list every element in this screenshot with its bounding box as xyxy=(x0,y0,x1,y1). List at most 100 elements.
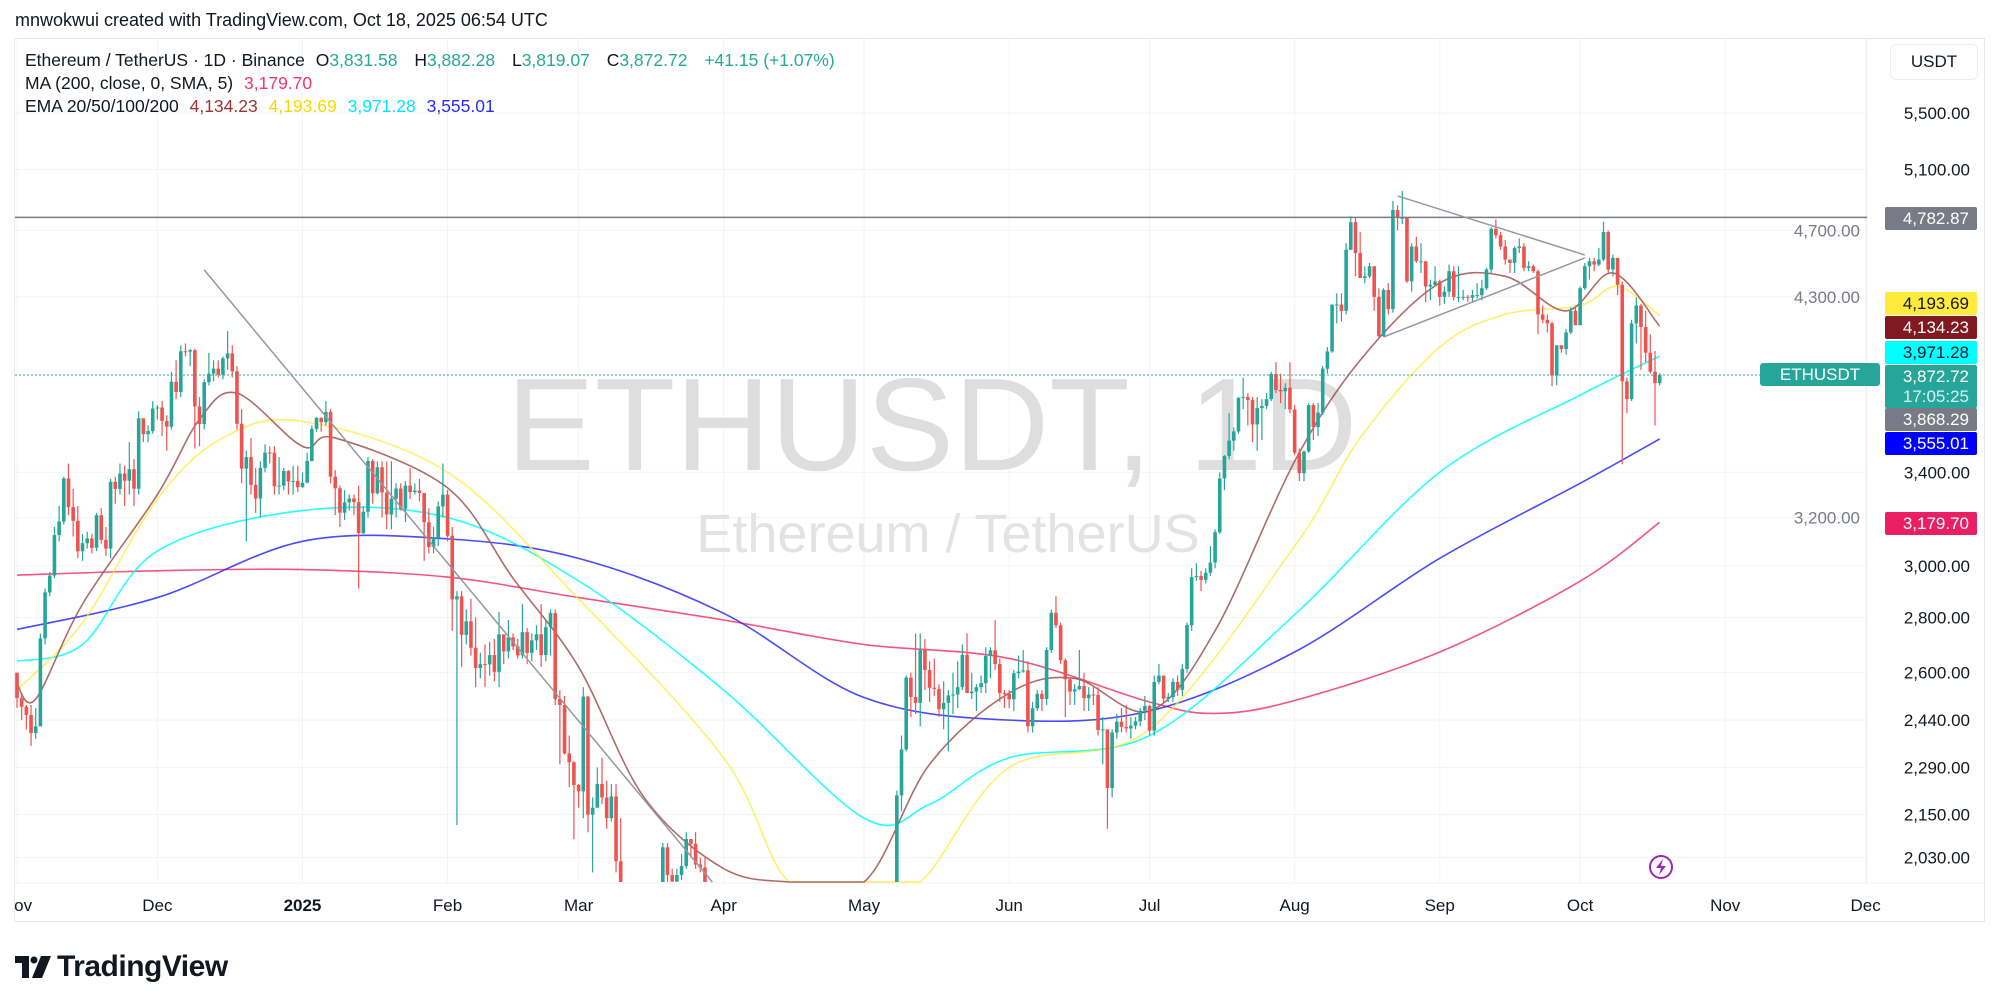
candle-body xyxy=(207,373,211,383)
candle xyxy=(1437,279,1442,306)
candle xyxy=(291,465,295,495)
candle xyxy=(1526,261,1531,272)
candle xyxy=(1185,622,1189,673)
candle xyxy=(1597,248,1601,267)
candle-body xyxy=(904,677,908,750)
legend-ma-row[interactable]: MA (200, close, 0, SMA, 5) 3,179.70 xyxy=(25,73,318,94)
candle xyxy=(539,604,543,667)
candle xyxy=(1110,729,1114,798)
candle-body xyxy=(305,460,309,483)
candle-body xyxy=(544,627,548,656)
candle-body xyxy=(1400,217,1405,219)
symbol-price-line-label: ETHUSDT xyxy=(1760,363,1880,386)
candle-body xyxy=(1161,675,1166,699)
candle-body xyxy=(455,596,459,600)
candle xyxy=(1138,707,1142,727)
candle-body xyxy=(398,488,403,509)
candle xyxy=(1330,303,1334,353)
candle xyxy=(899,735,904,812)
candle xyxy=(548,609,553,656)
legend-ma-label: MA (200, close, 0, SMA, 5) xyxy=(25,73,234,93)
candle-body xyxy=(1152,681,1157,731)
candle-body xyxy=(356,502,361,534)
candle xyxy=(380,461,384,518)
candle xyxy=(1213,529,1217,569)
alert-lightning-icon[interactable] xyxy=(1649,855,1673,879)
candle xyxy=(431,526,436,554)
candle-body xyxy=(1653,371,1657,384)
candle xyxy=(1269,371,1274,402)
time-tick-label: Jul xyxy=(1139,896,1161,915)
candle xyxy=(572,761,576,840)
candle xyxy=(146,425,150,443)
candle xyxy=(1171,678,1175,702)
time-tick-label: May xyxy=(848,896,881,915)
candle xyxy=(1367,262,1372,278)
candle xyxy=(450,526,455,631)
candle-body xyxy=(136,418,141,489)
candle xyxy=(918,633,923,727)
candle-body xyxy=(1559,345,1564,350)
legend-ema50: 4,193.69 xyxy=(268,96,337,116)
candle-body xyxy=(408,485,412,493)
watermark-subtitle: Ethereum / TetherUS xyxy=(696,504,1199,564)
candle-body xyxy=(1044,650,1049,699)
candle-body xyxy=(1054,612,1058,626)
candle-body xyxy=(539,634,543,656)
prev-price-badge: 3,868.29 xyxy=(1885,408,1977,431)
candle xyxy=(979,675,983,694)
candle-body xyxy=(689,839,693,844)
candle xyxy=(104,526,108,556)
drawings[interactable] xyxy=(15,195,1867,883)
candle-body xyxy=(1550,323,1554,376)
candle-body xyxy=(1264,399,1269,406)
candle-body xyxy=(965,654,969,694)
legend-symbol[interactable]: Ethereum / TetherUS · 1D · Binance xyxy=(25,50,305,70)
candle-body xyxy=(534,634,539,641)
candle-body xyxy=(1086,694,1091,699)
candle-body xyxy=(1489,228,1493,270)
candle xyxy=(558,690,562,765)
candle xyxy=(221,356,225,380)
candle-body xyxy=(1442,291,1447,297)
candle-body xyxy=(1414,246,1419,262)
trend-line-drawing[interactable] xyxy=(1383,257,1586,338)
candle xyxy=(1620,281,1625,465)
trend-line-drawing[interactable] xyxy=(203,269,713,883)
currency-unit-button[interactable]: USDT xyxy=(1890,44,1978,80)
candle-body xyxy=(1208,562,1213,573)
candle xyxy=(211,360,216,382)
candle xyxy=(1133,717,1138,730)
candle-body xyxy=(76,520,80,552)
candle-body xyxy=(553,613,557,699)
candle-body xyxy=(1480,288,1484,296)
candle xyxy=(15,672,19,708)
candle xyxy=(1054,596,1058,629)
candle-body xyxy=(90,538,94,548)
candle xyxy=(618,818,623,882)
candle-body xyxy=(1639,305,1643,327)
time-axis-labels[interactable]: Nov Dec 2025 Feb Mar Apr May Jun Jul Aug Sep Oct Nov… xyxy=(2,896,1881,915)
candle-body xyxy=(895,795,899,882)
trend-line-drawing[interactable] xyxy=(1397,195,1586,256)
candle-body xyxy=(52,535,57,576)
candle xyxy=(99,508,104,544)
candle-body xyxy=(1353,222,1358,254)
candle xyxy=(567,735,572,788)
candle-body xyxy=(1302,451,1306,474)
candle-body xyxy=(1026,670,1030,727)
candle-body xyxy=(909,677,913,697)
candle xyxy=(932,658,937,697)
candle xyxy=(1320,365,1325,416)
candle-body xyxy=(146,431,150,435)
candle-body xyxy=(85,538,89,544)
tradingview-logo[interactable]: TradingView xyxy=(15,950,228,984)
candle-body xyxy=(937,688,941,710)
candle-body xyxy=(370,460,375,494)
price-axis-labels[interactable]: 5,500.00 5,100.00 4,700.00 4,300.00 3,400.00… xyxy=(1794,104,1970,868)
price-tick-label: 3,400.00 xyxy=(1904,463,1970,482)
candle-body xyxy=(670,875,674,882)
legend-ema-row[interactable]: EMA 20/50/100/200 4,134.23 4,193.69 3,97… xyxy=(25,96,501,117)
candle-body xyxy=(506,637,511,652)
